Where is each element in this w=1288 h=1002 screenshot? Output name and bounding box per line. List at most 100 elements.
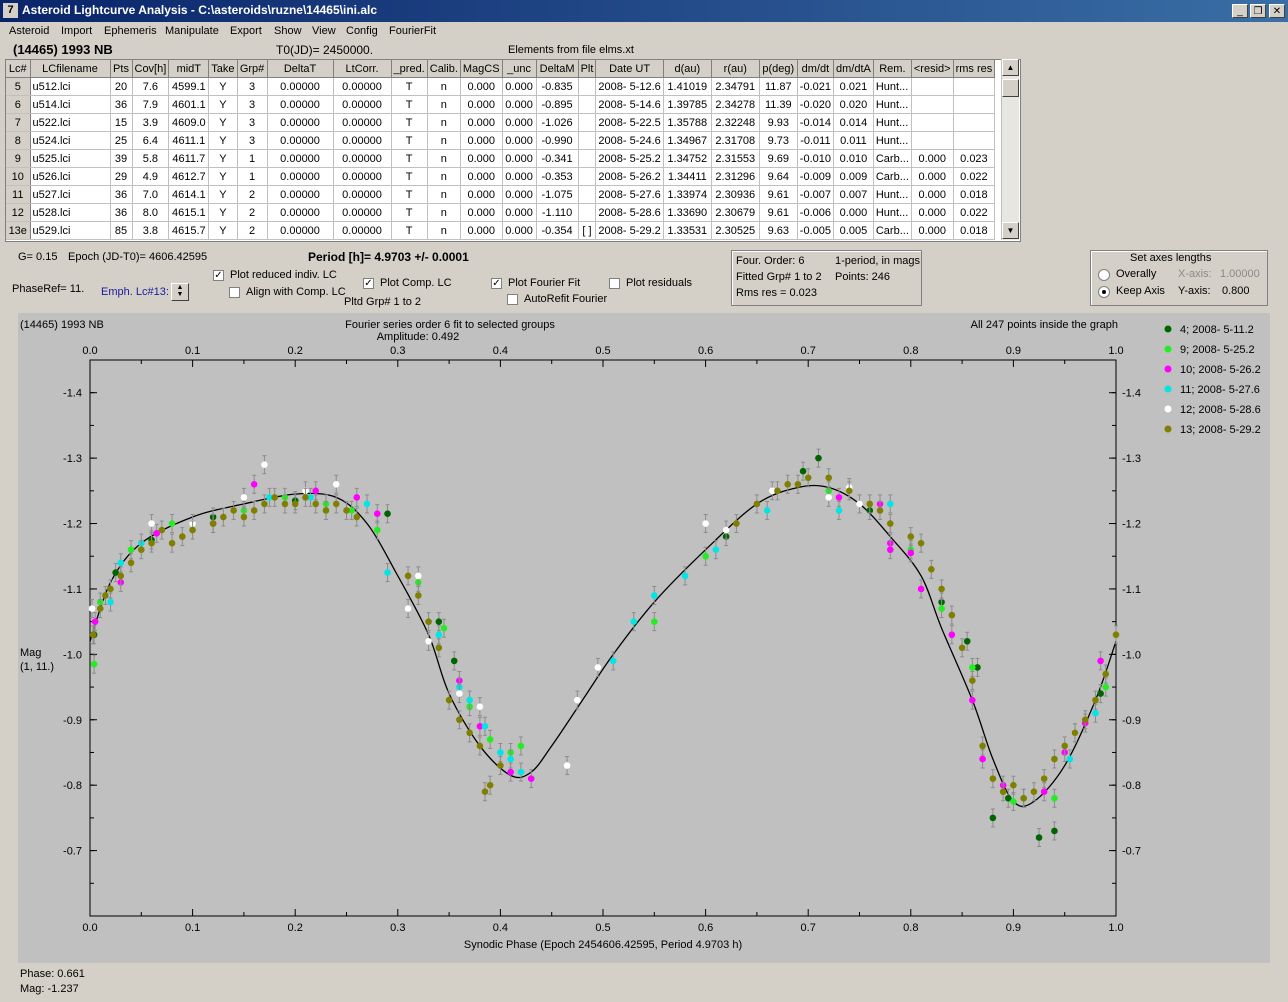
table-cell[interactable]: [953, 113, 996, 132]
table-cell[interactable]: [578, 185, 597, 204]
lightcurve-chart[interactable]: (14465) 1993 NB Fourier series order 6 f…: [18, 313, 1270, 963]
table-cell[interactable]: -0.005: [797, 221, 835, 240]
table-cell[interactable]: 0.000: [911, 185, 954, 204]
table-column-header[interactable]: Lc#: [6, 60, 31, 78]
table-cell[interactable]: 0.000: [460, 185, 503, 204]
table-cell[interactable]: 4615.1: [168, 203, 210, 222]
table-cell[interactable]: 0.000: [502, 167, 537, 186]
table-column-header[interactable]: r(au): [711, 60, 760, 78]
table-cell[interactable]: 9.61: [759, 203, 798, 222]
table-column-header[interactable]: rms res: [953, 60, 996, 78]
table-cell[interactable]: 0.000: [460, 95, 503, 114]
row-header[interactable]: 9: [6, 149, 31, 168]
table-cell[interactable]: 2: [237, 221, 268, 240]
table-cell[interactable]: -1.075: [536, 185, 579, 204]
table-cell[interactable]: 5.8: [132, 149, 170, 168]
row-header[interactable]: 7: [6, 113, 31, 132]
table-cell[interactable]: [578, 167, 597, 186]
spin-down-icon[interactable]: ▼: [176, 291, 184, 298]
table-column-header[interactable]: dm/dtA: [833, 60, 874, 78]
table-cell[interactable]: Hunt...: [873, 95, 912, 114]
table-cell[interactable]: Y: [208, 167, 238, 186]
keep-axis-radio[interactable]: [1098, 286, 1110, 298]
table-cell[interactable]: -0.354: [536, 221, 579, 240]
table-cell[interactable]: 4614.1: [168, 185, 210, 204]
table-cell[interactable]: [953, 77, 996, 96]
table-column-header[interactable]: d(au): [663, 60, 712, 78]
table-cell[interactable]: [578, 203, 597, 222]
table-cell[interactable]: -0.990: [536, 131, 579, 150]
table-cell[interactable]: 0.00000: [333, 167, 392, 186]
table-cell[interactable]: [578, 77, 597, 96]
table-column-header[interactable]: DeltaM: [536, 60, 579, 78]
table-cell[interactable]: 0.00000: [267, 185, 334, 204]
table-column-header[interactable]: <resid>: [911, 60, 954, 78]
table-cell[interactable]: 0.00000: [267, 167, 334, 186]
table-cell[interactable]: -0.020: [797, 95, 835, 114]
table-cell[interactable]: 2008- 5-12.6: [595, 77, 664, 96]
close-icon[interactable]: ✕: [1269, 4, 1285, 18]
table-cell[interactable]: 39: [110, 149, 133, 168]
table-cell[interactable]: 7.0: [132, 185, 170, 204]
table-cell[interactable]: Y: [208, 221, 238, 240]
table-cell[interactable]: u512.lci: [30, 77, 111, 96]
plot-reduced-checkbox[interactable]: ✓: [213, 270, 224, 281]
table-cell[interactable]: 0.023: [953, 149, 996, 168]
table-cell[interactable]: 3: [237, 131, 268, 150]
table-cell[interactable]: n: [427, 185, 461, 204]
table-cell[interactable]: 3: [237, 95, 268, 114]
table-cell[interactable]: n: [427, 131, 461, 150]
table-cell[interactable]: u526.lci: [30, 167, 111, 186]
menu-ephemeris[interactable]: Ephemeris: [104, 25, 157, 37]
table-cell[interactable]: Hunt...: [873, 203, 912, 222]
scroll-down-icon[interactable]: ▼: [1002, 222, 1019, 239]
table-cell[interactable]: Hunt...: [873, 77, 912, 96]
table-cell[interactable]: 15: [110, 113, 133, 132]
table-cell[interactable]: 0.009: [833, 167, 874, 186]
table-cell[interactable]: [911, 77, 954, 96]
align-comp-checkbox[interactable]: [229, 287, 240, 298]
table-cell[interactable]: [578, 131, 597, 150]
minimize-icon[interactable]: _: [1232, 4, 1248, 18]
table-cell[interactable]: T: [391, 167, 428, 186]
table-cell[interactable]: u524.lci: [30, 131, 111, 150]
table-cell[interactable]: 0.020: [833, 95, 874, 114]
table-column-header[interactable]: MagCS: [460, 60, 503, 78]
table-cell[interactable]: 0.00000: [267, 221, 334, 240]
table-cell[interactable]: T: [391, 77, 428, 96]
table-column-header[interactable]: midT: [168, 60, 210, 78]
table-cell[interactable]: -0.353: [536, 167, 579, 186]
table-cell[interactable]: Hunt...: [873, 131, 912, 150]
table-cell[interactable]: 0.005: [833, 221, 874, 240]
table-cell[interactable]: n: [427, 203, 461, 222]
table-cell[interactable]: 11.39: [759, 95, 798, 114]
table-column-header[interactable]: Plt: [578, 60, 597, 78]
table-cell[interactable]: 0.000: [502, 113, 537, 132]
scroll-up-icon[interactable]: ▲: [1002, 59, 1019, 76]
table-cell[interactable]: -0.895: [536, 95, 579, 114]
menu-export[interactable]: Export: [230, 25, 262, 37]
table-cell[interactable]: 0.022: [953, 167, 996, 186]
table-cell[interactable]: 0.00000: [333, 203, 392, 222]
table-cell[interactable]: 4612.7: [168, 167, 210, 186]
table-cell[interactable]: 2.30679: [711, 203, 760, 222]
spin-up-icon[interactable]: ▲: [176, 284, 184, 291]
table-column-header[interactable]: Pts: [110, 60, 133, 78]
table-cell[interactable]: -0.021: [797, 77, 835, 96]
table-cell[interactable]: 0.000: [502, 95, 537, 114]
table-cell[interactable]: 0.00000: [267, 77, 334, 96]
table-cell[interactable]: -1.110: [536, 203, 579, 222]
table-cell[interactable]: n: [427, 77, 461, 96]
table-cell[interactable]: 9.93: [759, 113, 798, 132]
table-cell[interactable]: 4611.1: [168, 131, 210, 150]
table-cell[interactable]: Hunt...: [873, 113, 912, 132]
table-cell[interactable]: 0.000: [911, 221, 954, 240]
scroll-thumb[interactable]: [1002, 79, 1019, 97]
table-cell[interactable]: Carb...: [873, 149, 912, 168]
table-cell[interactable]: 0.000: [460, 77, 503, 96]
table-cell[interactable]: 1.33974: [663, 185, 712, 204]
emph-lc-spinner[interactable]: ▲ ▼: [171, 283, 189, 301]
